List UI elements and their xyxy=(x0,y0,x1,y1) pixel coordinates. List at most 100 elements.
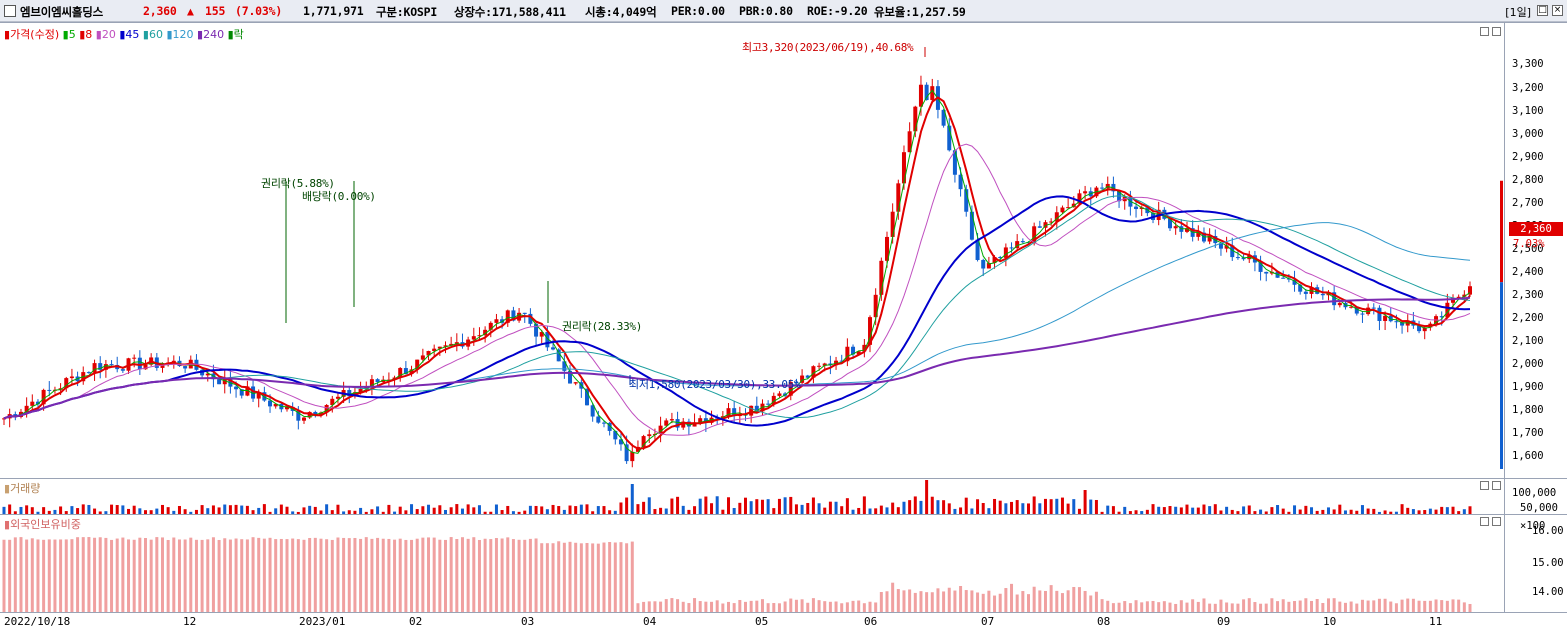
ownership-bar xyxy=(359,538,363,612)
candle-body xyxy=(822,363,827,366)
ownership-bar xyxy=(647,601,651,612)
volume-bar xyxy=(811,497,815,514)
ownership-minimize-icon[interactable] xyxy=(1480,517,1489,526)
ownership-bar xyxy=(489,539,493,612)
volume-bar xyxy=(245,505,249,514)
candle-body xyxy=(369,379,374,388)
volume-bar xyxy=(347,510,351,514)
trade-volume: 1,771,971 xyxy=(303,4,364,18)
ownership-bar xyxy=(732,603,736,612)
volume-bar xyxy=(959,507,963,514)
volume-plot-area[interactable]: ▮거래량 xyxy=(0,479,1505,514)
volume-minimize-icon[interactable] xyxy=(1480,481,1489,490)
volume-bar xyxy=(891,502,895,514)
ma-line-5 xyxy=(3,89,1471,454)
ownership-bar xyxy=(313,537,317,612)
volume-bar xyxy=(19,506,23,514)
candle-body xyxy=(454,342,459,344)
volume-bar xyxy=(783,497,787,514)
volume-bar xyxy=(681,505,685,514)
volume-bar xyxy=(840,506,844,514)
candle-body xyxy=(952,150,957,175)
candle-body xyxy=(1400,322,1405,326)
rights-annotation-2: 권리락(28.33%) xyxy=(562,320,643,333)
ownership-bar xyxy=(251,537,255,612)
volume-bar xyxy=(591,511,595,514)
price-tick: 2,200 xyxy=(1512,312,1544,325)
ownership-plot-area[interactable]: ▮외국인보유비중 xyxy=(0,515,1505,612)
volume-bar xyxy=(189,511,193,514)
legend-ma20: 20 xyxy=(101,28,116,41)
candle-body xyxy=(1371,307,1376,309)
volume-bar xyxy=(755,499,759,514)
ownership-bar xyxy=(1162,601,1166,612)
volume-close-icon[interactable] xyxy=(1492,481,1501,490)
volume-bar xyxy=(930,496,934,514)
ownership-close-icon[interactable] xyxy=(1492,517,1501,526)
pbr-value: PBR:0.80 xyxy=(739,4,793,18)
price-chart xyxy=(2,47,1503,469)
candle-body xyxy=(1037,226,1042,228)
candle-body xyxy=(183,366,188,369)
volume-bar xyxy=(432,507,436,514)
volume-panel: ▮거래량 100,000 50,000 xyxy=(0,478,1567,514)
x-label: 10 xyxy=(1323,615,1337,628)
ownership-bar xyxy=(970,590,974,612)
market-type: 구분:KOSPI xyxy=(376,5,438,19)
own-tick: 15.00 xyxy=(1532,557,1564,569)
volume-bar xyxy=(217,507,221,514)
ownership-bar xyxy=(715,600,719,612)
ownership-bar xyxy=(676,599,680,612)
candle-body xyxy=(1298,284,1303,292)
volume-bar xyxy=(1060,497,1064,514)
ownership-bar xyxy=(393,539,397,612)
ownership-bar xyxy=(460,537,464,612)
ownership-bar xyxy=(183,539,187,612)
candle-body xyxy=(103,364,108,370)
x-label: 05 xyxy=(755,615,769,628)
volume-bar xyxy=(1310,507,1314,514)
candle-body xyxy=(1258,262,1263,272)
period-selector[interactable]: [1일] xyxy=(1505,6,1531,19)
listed-shares: 상장수:171,588,411 xyxy=(454,5,566,19)
dividend-annotation: 배당락(0.00%) xyxy=(302,190,376,203)
volume-chart xyxy=(2,480,1472,514)
volume-bar xyxy=(987,508,991,514)
maximize-icon[interactable]: □ xyxy=(1537,5,1548,16)
ownership-bar xyxy=(828,601,832,612)
ownership-bar xyxy=(1321,603,1325,612)
panel-close-icon[interactable] xyxy=(1492,27,1501,36)
price-plot-area[interactable]: ▮가격(수정) ▮5 ▮8 ▮20 ▮45 ▮60 ▮120 ▮240 ▮락 최… xyxy=(0,23,1505,478)
volume-bar xyxy=(291,511,295,514)
close-icon[interactable]: × xyxy=(1552,5,1563,16)
volume-bar xyxy=(1179,507,1183,514)
ownership-bar xyxy=(427,537,431,612)
select-checkbox[interactable] xyxy=(4,5,16,17)
volume-bar xyxy=(1134,510,1138,514)
ma-line-8 xyxy=(3,96,1471,450)
ownership-bar xyxy=(562,542,566,612)
panel-minimize-icon[interactable] xyxy=(1480,27,1489,36)
x-label: 03 xyxy=(521,615,535,628)
volume-bar xyxy=(551,504,555,514)
candle-body xyxy=(986,263,991,269)
ownership-bar xyxy=(160,537,164,612)
ownership-bar xyxy=(1230,603,1234,612)
ownership-bar xyxy=(1366,600,1370,612)
volume-bar xyxy=(574,506,578,514)
candle-body xyxy=(658,425,663,434)
legend-drop-marker: ▮ xyxy=(227,28,234,41)
volume-bar xyxy=(2,506,6,514)
ownership-label: 외국인보유비중 xyxy=(10,518,81,531)
volume-bar xyxy=(789,496,793,514)
ownership-bar xyxy=(138,537,142,612)
candle-body xyxy=(1462,294,1467,297)
ownership-bar xyxy=(738,599,742,612)
volume-bar xyxy=(851,509,855,514)
candle-body xyxy=(160,364,165,368)
candle-body xyxy=(839,360,844,362)
volume-bar xyxy=(64,511,68,514)
candle-body xyxy=(1100,187,1105,189)
candle-body xyxy=(239,389,244,396)
current-price: 2,360 xyxy=(143,4,177,18)
